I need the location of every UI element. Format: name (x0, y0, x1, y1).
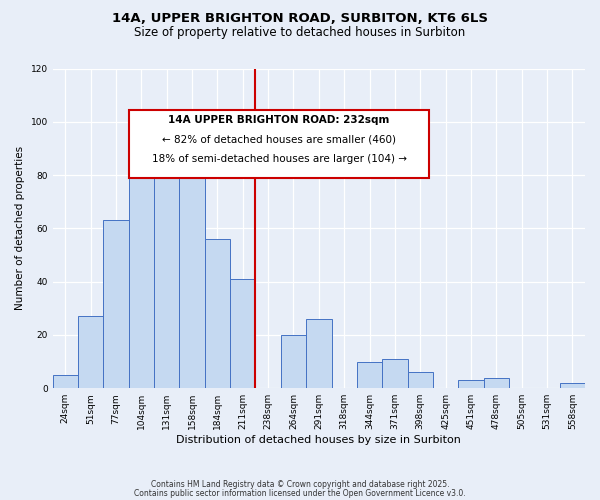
Text: Contains public sector information licensed under the Open Government Licence v3: Contains public sector information licen… (134, 488, 466, 498)
Bar (53, 375, 78, 388)
Bar (179, 146, 205, 388)
Text: Size of property relative to detached houses in Surbiton: Size of property relative to detached ho… (134, 26, 466, 39)
Bar (230, 279, 256, 388)
Bar (154, 132, 179, 388)
Bar (205, 239, 230, 388)
Text: Contains HM Land Registry data © Crown copyright and database right 2025.: Contains HM Land Registry data © Crown c… (151, 480, 449, 489)
Bar (407, 372, 433, 388)
Bar (281, 335, 306, 388)
Y-axis label: Number of detached properties: Number of detached properties (15, 146, 25, 310)
Text: 18% of semi-detached houses are larger (104) →: 18% of semi-detached houses are larger (… (151, 154, 407, 164)
Bar (103, 220, 129, 388)
Bar (484, 378, 509, 388)
Bar (560, 383, 585, 388)
Bar (382, 359, 407, 388)
Bar (78, 316, 103, 388)
Bar (357, 362, 382, 388)
Text: ← 82% of detached houses are smaller (460): ← 82% of detached houses are smaller (46… (162, 134, 396, 144)
X-axis label: Distribution of detached houses by size in Surbiton: Distribution of detached houses by size … (176, 435, 461, 445)
Text: 14A UPPER BRIGHTON ROAD: 232sqm: 14A UPPER BRIGHTON ROAD: 232sqm (169, 115, 389, 125)
Bar (306, 319, 332, 388)
Bar (129, 140, 154, 388)
Text: 14A, UPPER BRIGHTON ROAD, SURBITON, KT6 6LS: 14A, UPPER BRIGHTON ROAD, SURBITON, KT6 … (112, 12, 488, 26)
Bar (458, 380, 484, 388)
